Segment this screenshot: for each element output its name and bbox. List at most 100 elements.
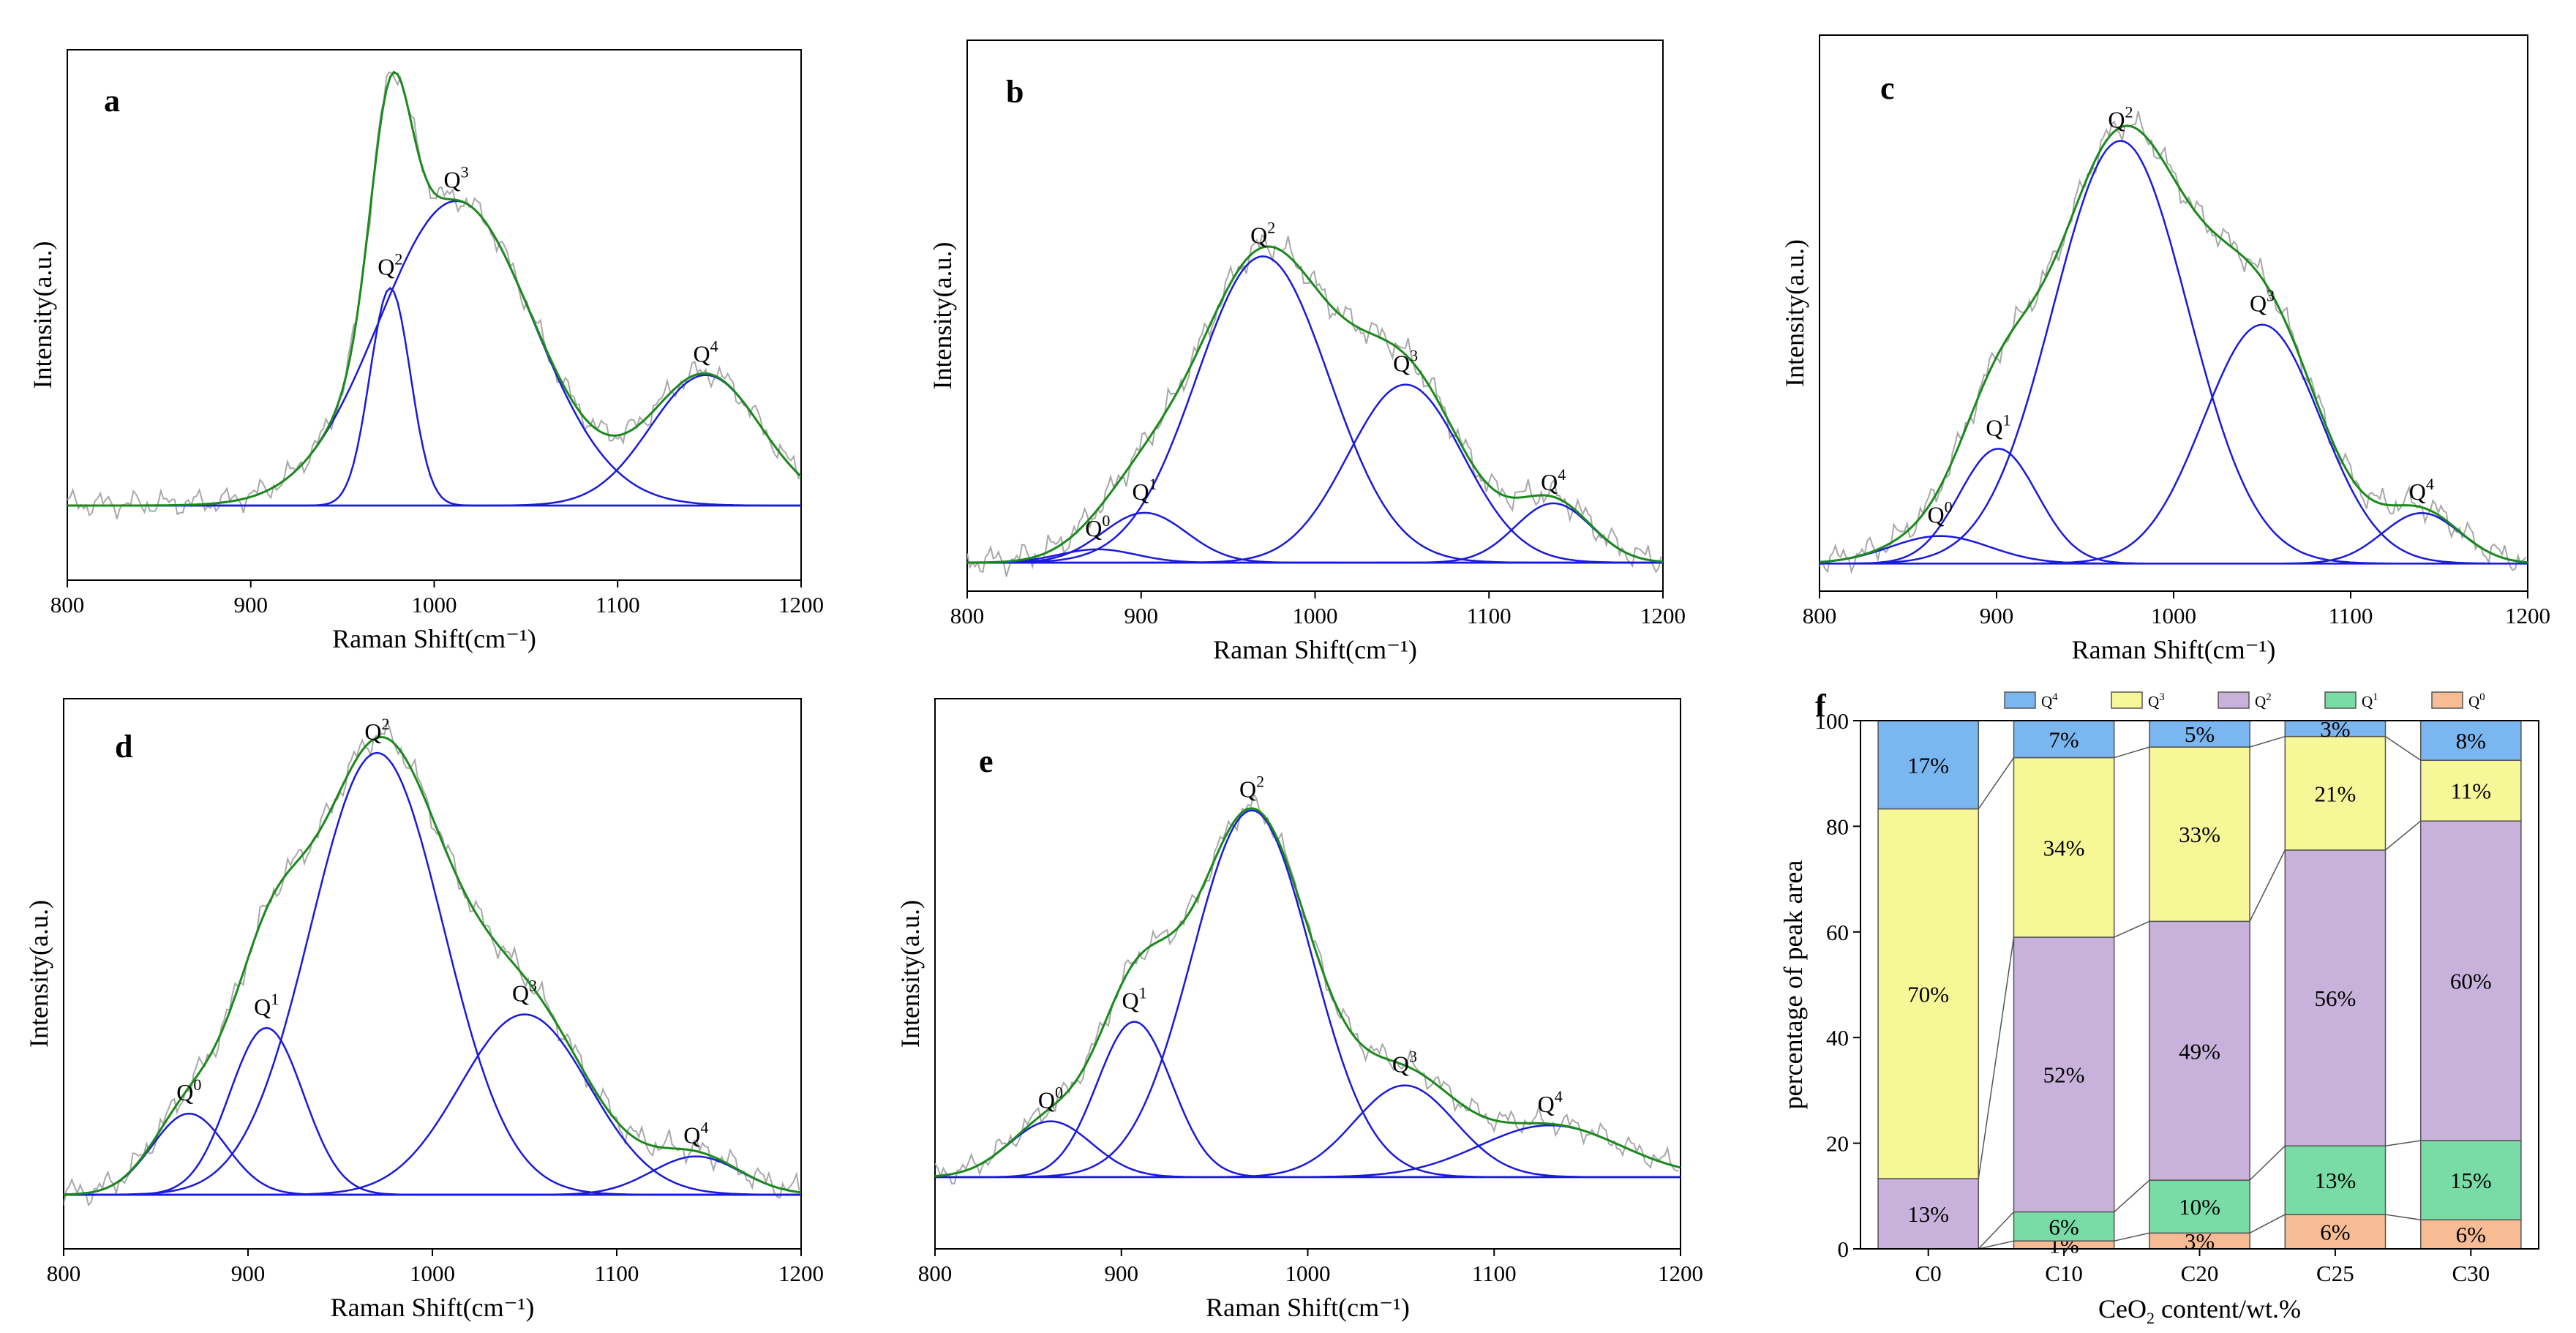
peak-label-superscript: 4 (710, 337, 718, 356)
x-tick-label: 1000 (412, 592, 457, 617)
connector-line (2114, 1232, 2150, 1242)
peak-label-superscript: 4 (700, 1119, 708, 1137)
peak-label-q3: Q3 (512, 976, 537, 1006)
plot-frame (63, 698, 802, 1250)
peak-label-superscript: 2 (381, 715, 389, 733)
plot-area (1820, 110, 2528, 574)
y-tick-label: 60 (1826, 920, 1849, 945)
y-tick-label: 40 (1826, 1025, 1849, 1051)
peak-label-q4: Q4 (1538, 1087, 1563, 1117)
peak-label-q4: Q4 (1541, 465, 1566, 495)
peak-label-superscript: 2 (1267, 218, 1275, 236)
legend-label-superscript: 4 (2052, 691, 2058, 703)
peak-label-base: Q (1250, 222, 1267, 248)
peak-label-q1: Q1 (1122, 983, 1147, 1013)
peak-label-q0: Q0 (176, 1075, 201, 1105)
y-tick-label: 0 (1838, 1236, 1850, 1262)
connector-line (2385, 1214, 2421, 1221)
peak-label-q0: Q0 (1085, 511, 1110, 541)
x-tick-label: 900 (234, 592, 269, 617)
peak-label-q2: Q2 (364, 715, 389, 745)
peak-label-superscript: 3 (529, 976, 537, 994)
y-axis-label: Intensity(a.u.) (24, 900, 53, 1048)
connector-line (1978, 1211, 2015, 1250)
peak-label-q1: Q1 (254, 990, 279, 1020)
legend-label-superscript: 3 (2159, 691, 2165, 703)
legend: Q4 Q3 Q2 Q1 Q0 (2004, 691, 2485, 710)
peak-label-base: Q (1122, 987, 1139, 1013)
peak-label-base: Q (1132, 478, 1149, 505)
peak-label-superscript: 1 (1139, 983, 1147, 1002)
peak-label-base: Q (694, 341, 710, 367)
x-axis-label: Raman Shift(cm⁻¹) (332, 624, 536, 653)
legend-swatch-q4 (2004, 691, 2036, 709)
x-axis-label: Raman Shift(cm⁻¹) (1213, 635, 1417, 664)
peak-label-superscript: 4 (2426, 475, 2434, 493)
peak-label-superscript: 3 (2267, 287, 2275, 305)
x-tick-label: 1100 (1467, 603, 1512, 628)
x-category-label: C25 (2316, 1261, 2354, 1286)
bar-value-label: 6% (2456, 1222, 2486, 1247)
peak-label-q4: Q4 (683, 1119, 708, 1149)
x-tick-label: 1000 (1285, 1261, 1331, 1286)
x-tick-label: 900 (1105, 1261, 1139, 1286)
peak-label-superscript: 3 (1410, 347, 1418, 365)
peak-label-base: Q (1541, 469, 1558, 495)
fit-envelope-line (64, 735, 801, 1196)
bar-segment-q3-c25 (2284, 735, 2387, 851)
x-axis-label: Raman Shift(cm⁻¹) (1206, 1293, 1410, 1322)
peak-label-superscript: 0 (1102, 511, 1110, 530)
bar-value-label: 7% (2049, 726, 2079, 752)
x-tick-label: 1000 (2151, 603, 2196, 628)
x-tick-label: 1200 (2505, 603, 2550, 628)
peak-label-q0: Q0 (1038, 1084, 1063, 1114)
x-axis-label-main: CeO (2098, 1294, 2147, 1323)
peak-label-superscript: 4 (1555, 1087, 1563, 1105)
y-axis-label: Intensity(a.u.) (928, 242, 957, 390)
bar-value-label: 56% (2314, 985, 2356, 1011)
peak-label-base: Q (378, 254, 394, 280)
y-axis-label: Intensity(a.u.) (895, 900, 925, 1048)
bar-value-label: 10% (2179, 1194, 2220, 1220)
peak-label-q4: Q4 (2409, 475, 2434, 505)
bar-value-label: 17% (1907, 752, 1949, 778)
bar-segment-q3-c20 (2149, 746, 2250, 923)
peak-label-superscript: 0 (193, 1075, 201, 1094)
bar-segment-q2-c20 (2149, 920, 2250, 1181)
raw-spectrum-line (67, 71, 800, 519)
connector-line (2385, 1140, 2421, 1146)
panel-d: 800 900 1000 1100 1200 Raman Shift(cm⁻¹) Inten… (24, 698, 824, 1322)
peak-label-base: Q (254, 994, 271, 1020)
fit-envelope-line (1820, 124, 2528, 564)
peak-label-base: Q (1393, 350, 1410, 377)
peak-label-q2: Q2 (1250, 218, 1275, 248)
plot-area (64, 718, 801, 1207)
bar-segment-q1-c30 (2419, 1140, 2522, 1221)
peak-label-base: Q (1392, 1051, 1409, 1078)
bar-value-label: 21% (2314, 781, 2356, 806)
x-tick-label: 1000 (410, 1261, 455, 1286)
peak-label-base: Q (176, 1079, 193, 1105)
peak-label-q3: Q3 (1393, 347, 1418, 377)
bar-value-label: 5% (2185, 721, 2215, 747)
y-tick-label: 20 (1826, 1131, 1849, 1157)
peak-label-superscript: 2 (1256, 773, 1264, 791)
peak-label-q3: Q3 (2250, 287, 2275, 317)
peak-label-base: Q (2250, 290, 2267, 317)
peak-label-base: Q (2409, 478, 2426, 505)
connector-line (2114, 920, 2150, 938)
legend-swatch-q3 (2111, 691, 2143, 709)
bar-value-label: 52% (2043, 1062, 2085, 1088)
panel-letter: a (104, 83, 120, 119)
bar-segment-q1-c25 (2284, 1145, 2387, 1215)
connector-line (1978, 757, 2015, 809)
legend-swatch-q2 (2218, 691, 2250, 709)
legend-label-base: Q (2255, 693, 2266, 710)
legend-label-superscript: 2 (2266, 691, 2272, 703)
panel-f: f13%70%17%1%6%52%34%7%3%10%49%33%5%6%13%… (1779, 688, 2539, 1327)
legend-label-q2: Q2 (2255, 691, 2272, 710)
legend-label-q1: Q1 (2362, 691, 2378, 710)
x-tick-label: 900 (1980, 603, 2014, 628)
peak-label-base: Q (512, 980, 529, 1006)
